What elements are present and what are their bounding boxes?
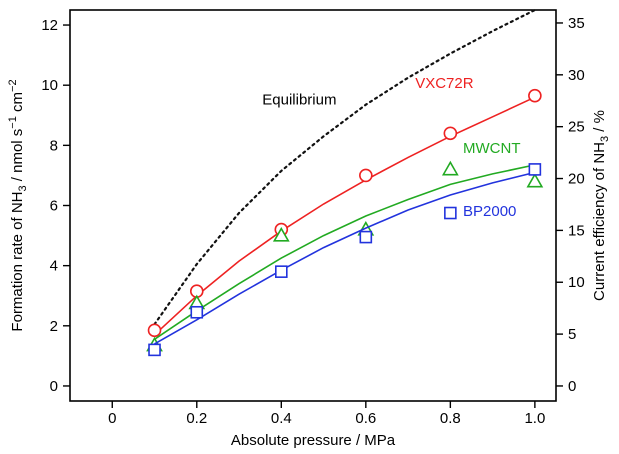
y-left-tick-label: 8 xyxy=(50,137,58,154)
data-point-mwcnt xyxy=(272,226,290,242)
y-left-tick-label: 2 xyxy=(50,318,58,335)
y-left-tick-label: 0 xyxy=(50,378,58,395)
y-left-tick-label: 6 xyxy=(50,198,58,215)
x-tick-label: 0.4 xyxy=(271,410,292,427)
y-right-axis-title-part: 3 xyxy=(599,136,611,142)
series-label-vxc72r: VXC72R xyxy=(415,75,474,92)
data-point-vxc72r xyxy=(443,126,458,141)
data-point-mwcnt xyxy=(441,160,459,176)
data-point-bp2000 xyxy=(359,230,373,244)
series-label-mwcnt: MWCNT xyxy=(463,140,520,157)
series-fit-line-vxc72r xyxy=(153,96,536,336)
data-point-bp2000 xyxy=(190,305,204,319)
y-right-axis-title-part: Current efficiency of NH xyxy=(591,142,608,301)
y-left-axis-title-part: 3 xyxy=(17,185,29,191)
y-right-axis-title-part: / % xyxy=(591,110,608,136)
x-tick-label: 1.0 xyxy=(524,410,545,427)
y-right-tick-label: 10 xyxy=(568,274,585,291)
x-tick-label: 0.6 xyxy=(355,410,376,427)
y-left-axis-title-part: / nmol s xyxy=(9,129,26,186)
equilibrium-line xyxy=(153,8,537,326)
data-point-bp2000 xyxy=(148,343,161,357)
x-axis-title: Absolute pressure / MPa xyxy=(231,432,396,449)
y-right-tick-label: 0 xyxy=(568,378,576,395)
y-left-tick-label: 12 xyxy=(41,17,58,34)
series-fit-line-mwcnt xyxy=(154,164,536,340)
data-point-bp2000 xyxy=(528,163,542,176)
y-left-tick-label: 10 xyxy=(41,77,58,94)
data-point-mwcnt xyxy=(526,172,544,188)
y-right-axis-title: Current efficiency of NH3 / % xyxy=(591,110,611,301)
y-right-tick-label: 20 xyxy=(568,171,585,188)
y-left-axis-title-part: Formation rate of NH xyxy=(9,192,26,332)
data-point-bp2000 xyxy=(275,265,288,278)
y-right-tick-label: 15 xyxy=(568,222,585,239)
data-point-vxc72r xyxy=(359,168,373,183)
y-left-axis-title: Formation rate of NH3 / nmol s−1 cm−2 xyxy=(7,79,29,331)
y-left-tick-label: 4 xyxy=(50,258,58,275)
series-label-bp2000: BP2000 xyxy=(463,203,516,220)
y-right-tick-label: 25 xyxy=(568,119,585,136)
x-tick-label: 0.8 xyxy=(440,410,461,427)
y-left-axis-title-part: −2 xyxy=(7,79,19,92)
data-point-bp2000 xyxy=(444,206,457,220)
y-right-tick-label: 5 xyxy=(568,326,576,343)
y-left-axis-title-part: cm xyxy=(9,92,26,116)
labels-layer: 0 0.2 0.4 0.6 0.8 1.0 0 2 4 6 8 10 12 0 5 10 15 20 25 30 35 A… xyxy=(7,15,611,449)
y-right-tick-label: 30 xyxy=(568,67,585,84)
y-right-tick-label: 35 xyxy=(568,15,585,32)
series-fit-line-bp2000 xyxy=(154,171,536,345)
equilibrium-label: Equilibrium xyxy=(262,92,336,109)
series-layer xyxy=(146,8,544,357)
x-tick-label: 0.2 xyxy=(186,410,207,427)
x-tick-label: 0 xyxy=(108,410,116,427)
axes-layer xyxy=(63,9,563,408)
y-left-axis-title-part: −1 xyxy=(7,116,19,129)
data-point-vxc72r xyxy=(147,323,162,338)
data-point-vxc72r xyxy=(528,88,542,103)
